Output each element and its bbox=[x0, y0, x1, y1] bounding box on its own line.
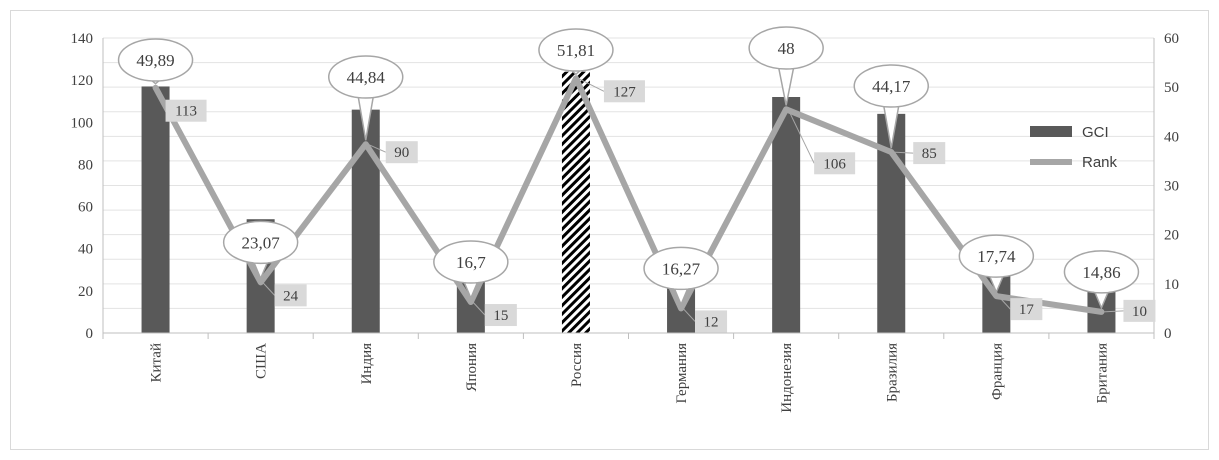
category-label: Индия bbox=[359, 343, 375, 385]
rank-leader-line bbox=[997, 295, 1011, 310]
right-tick-label: 0 bbox=[1164, 326, 1172, 342]
rank-leader-line bbox=[893, 151, 914, 154]
left-tick-label: 140 bbox=[71, 31, 94, 47]
rank-label-box bbox=[484, 304, 517, 327]
bubble-seam bbox=[1094, 286, 1109, 292]
rank-leader-line bbox=[262, 282, 276, 296]
bubble-value-label: 51,81 bbox=[557, 41, 595, 60]
right-tick-label: 30 bbox=[1164, 179, 1179, 195]
bubble-seam bbox=[463, 277, 478, 283]
bubble-seam bbox=[884, 101, 899, 106]
bubble-seam bbox=[989, 271, 1004, 277]
rank-leader-line bbox=[787, 109, 815, 164]
rank-line bbox=[152, 75, 1105, 315]
bubble-value-label: 44,17 bbox=[872, 77, 911, 96]
rank-value-label: 12 bbox=[704, 314, 719, 330]
rank-series-line bbox=[152, 75, 1105, 315]
bubble-callout bbox=[853, 64, 929, 108]
rank-label-box bbox=[274, 284, 307, 307]
bubble-callout bbox=[433, 240, 509, 284]
category-label: Германия bbox=[674, 343, 690, 404]
gci-bar bbox=[141, 86, 170, 333]
bubble-callout bbox=[1063, 250, 1140, 294]
right-tick-label: 20 bbox=[1164, 228, 1179, 244]
bubble-callout bbox=[958, 234, 1035, 278]
right-tick-label: 60 bbox=[1164, 31, 1179, 47]
legend-swatch-gci bbox=[1030, 126, 1072, 137]
rank-label-box bbox=[1010, 298, 1043, 321]
right-tick-label: 10 bbox=[1164, 277, 1179, 293]
bubble-value-label: 17,74 bbox=[977, 247, 1016, 266]
category-label: США bbox=[254, 343, 270, 379]
category-label: Бразилия bbox=[884, 343, 900, 402]
rank-label-box bbox=[814, 152, 856, 175]
rank-leader-line bbox=[1103, 310, 1124, 313]
left-tick-label: 120 bbox=[71, 73, 94, 89]
left-tick-label: 80 bbox=[78, 157, 93, 173]
category-label: Россия bbox=[569, 343, 585, 387]
bubble-value-label: 23,07 bbox=[242, 233, 281, 252]
bubble-callout bbox=[117, 38, 194, 82]
rank-label-box bbox=[385, 141, 418, 164]
bubble-callout bbox=[222, 220, 299, 265]
rank-value-label: 106 bbox=[823, 156, 846, 172]
gci-bars bbox=[141, 71, 1116, 334]
rank-value-label: 127 bbox=[613, 84, 636, 100]
rank-value-label: 10 bbox=[1132, 304, 1147, 320]
legend-label-gci: GCI bbox=[1082, 124, 1109, 141]
bubble-value-label: 48 bbox=[778, 39, 795, 58]
rank-leader-line bbox=[577, 77, 605, 92]
legend-label-rank: Rank bbox=[1082, 154, 1118, 171]
rank-value-label: 90 bbox=[394, 145, 409, 161]
category-label: Франция bbox=[989, 343, 1005, 400]
bubble-seam bbox=[568, 65, 583, 70]
bubble-callout bbox=[328, 55, 404, 99]
rank-leader-line bbox=[472, 301, 486, 316]
category-label: Британия bbox=[1094, 343, 1110, 404]
highlight-bar bbox=[561, 71, 590, 333]
rank-leader-line bbox=[367, 143, 386, 153]
category-label: Китай bbox=[149, 343, 165, 382]
left-tick-label: 60 bbox=[78, 200, 93, 216]
bubble-callout bbox=[643, 246, 719, 291]
bubble-value-label: 44,84 bbox=[347, 68, 386, 87]
rank-label-box bbox=[603, 80, 645, 103]
bubble-seam bbox=[358, 92, 373, 97]
legend: GCI Rank bbox=[1030, 124, 1118, 171]
right-tick-label: 50 bbox=[1164, 80, 1179, 96]
category-label: Япония bbox=[464, 343, 480, 392]
rank-label-box bbox=[1123, 299, 1156, 322]
bubble-value-label: 14,86 bbox=[1082, 263, 1120, 282]
bubble-callout bbox=[748, 26, 824, 70]
rank-value-label: 15 bbox=[493, 308, 508, 324]
left-tick-label: 40 bbox=[78, 242, 93, 258]
rank-label-box bbox=[165, 99, 207, 122]
rank-value-label: 85 bbox=[922, 146, 937, 162]
bubble-seam bbox=[674, 283, 689, 289]
rank-value-label: 24 bbox=[283, 288, 299, 304]
bubble-value-label: 49,89 bbox=[136, 51, 174, 70]
rank-leader-line bbox=[157, 87, 167, 111]
right-tick-label: 40 bbox=[1164, 129, 1179, 145]
rank-value-label: 17 bbox=[1019, 302, 1035, 318]
bubble-seam bbox=[253, 257, 268, 263]
category-label: Индонезия bbox=[779, 343, 795, 413]
left-tick-label: 20 bbox=[78, 284, 93, 300]
bubble-seam bbox=[779, 63, 794, 68]
gci-bar bbox=[772, 97, 801, 333]
bubble-value-label: 16,7 bbox=[456, 253, 486, 272]
bubble-seam bbox=[148, 75, 163, 80]
bubble-value-label: 16,27 bbox=[662, 259, 701, 278]
left-tick-label: 100 bbox=[71, 115, 94, 131]
rank-value-label: 113 bbox=[175, 104, 197, 120]
data-labels: 49,89 23,07 44,84 16,7 51,81 16,27 48 44,17 17,7… bbox=[117, 26, 1156, 333]
axes: 0 20 40 60 80 100 120 140 0 10 20 30 40 50 60 Китай США И… bbox=[71, 31, 1180, 413]
rank-leader-line bbox=[682, 308, 696, 322]
rank-label-box bbox=[913, 142, 946, 165]
rank-label-box bbox=[695, 310, 728, 333]
bubble-callout bbox=[538, 28, 614, 72]
left-tick-label: 0 bbox=[86, 326, 94, 342]
